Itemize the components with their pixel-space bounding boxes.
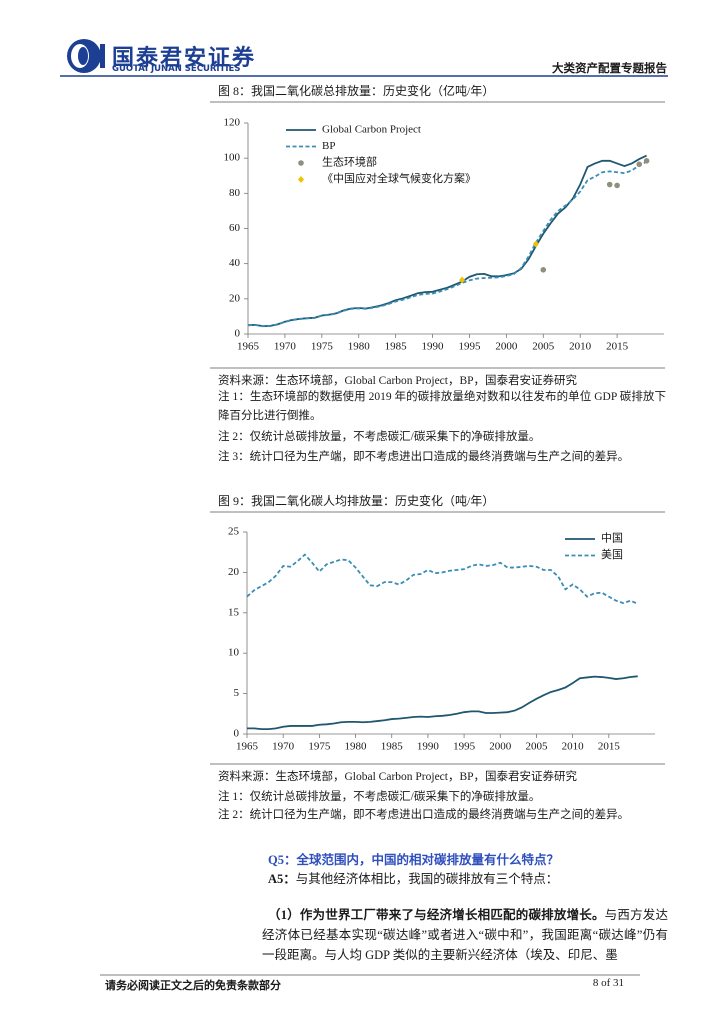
company-name-en: GUOTAI JUNAN SECURITIES: [112, 64, 241, 74]
legend-label: Global Carbon Project: [322, 124, 421, 136]
y-tick-label: 40: [229, 257, 241, 269]
x-tick-label: 1985: [385, 341, 408, 353]
answer-text: 与其他经济体相比，我国的碳排放有三个特点：: [295, 872, 559, 886]
x-tick-label: 2005: [532, 341, 555, 353]
data-point: [606, 181, 613, 188]
data-line: [246, 553, 639, 605]
data-point: [636, 161, 643, 168]
data-point: [459, 276, 466, 284]
data-point: [532, 240, 539, 248]
paragraph-lead: （1）作为世界工厂带来了与经济增长相匹配的碳排放增长。: [268, 908, 605, 922]
data-line: [247, 675, 638, 731]
figure-source: 资料来源：生态环境部，Global Carbon Project，BP，国泰君安…: [218, 771, 578, 783]
legend-swatch: [298, 176, 304, 183]
y-tick-label: 80: [229, 187, 241, 199]
figure-title: 图 9：我国二氧化碳人均排放量：历史变化（吨/年）: [218, 494, 495, 508]
x-tick-label: 1990: [422, 341, 445, 353]
paragraph-text: 与西方发达经济体已经基本实现“碳达峰”或者进入“碳中和”，我国距离“碳达峰”仍有…: [262, 908, 668, 962]
x-tick-label: 2010: [562, 741, 585, 753]
disclaimer: 请务必阅读正文之后的免责条款部分: [105, 980, 281, 992]
x-tick-label: 1995: [458, 341, 481, 353]
x-tick-label: 2005: [525, 741, 548, 753]
x-tick-label: 2000: [489, 741, 512, 753]
y-tick-label: 20: [228, 566, 240, 578]
x-tick-label: 2010: [569, 341, 592, 353]
x-tick-label: 2015: [606, 341, 629, 353]
x-tick-label: 1965: [236, 741, 259, 753]
y-tick-label: 5: [234, 687, 240, 699]
question: Q5：全球范围内，中国的相对碳排放量有什么特点？: [268, 853, 559, 867]
x-tick-label: 1970: [272, 741, 295, 753]
answer: A5：与其他经济体相比，我国的碳排放有三个特点：: [268, 868, 558, 887]
x-tick-label: 1990: [417, 741, 440, 753]
y-tick-label: 0: [234, 728, 240, 740]
figure-note: 注 2：统计口径为生产端，即不考虑进出口造成的最终消费端与生产之间的差异。: [218, 809, 630, 821]
y-tick-label: 100: [224, 152, 241, 164]
figure-source: 资料来源：生态环境部，Global Carbon Project，BP，国泰君安…: [218, 375, 578, 387]
paragraph: （1）作为世界工厂带来了与经济增长相匹配的碳排放增长。与西方发达经济体已经基本实…: [262, 905, 668, 965]
figure-note: 注 1：生态环境部的数据使用 2019 年的碳排放量绝对数和以往发布的单位 GD…: [218, 391, 666, 422]
x-tick-label: 1975: [311, 341, 334, 353]
legend-label: 中国: [601, 532, 623, 545]
y-tick-label: 0: [235, 328, 241, 340]
data-point: [614, 182, 620, 189]
x-tick-label: 1980: [348, 341, 371, 353]
legend-label: 生态环境部: [322, 155, 377, 169]
figure-title: 图 8：我国二氧化碳总排放量：历史变化（亿吨/年）: [218, 84, 495, 98]
x-tick-label: 2015: [598, 741, 621, 753]
page-number: 8 of 31: [592, 977, 624, 989]
legend-label: 美国: [601, 548, 623, 561]
legend-label: 《中国应对全球气候变化方案》: [322, 171, 476, 185]
x-tick-label: 2000: [495, 341, 518, 353]
data-line: [247, 160, 648, 328]
answer-label: A5：: [268, 872, 296, 886]
y-tick-label: 60: [229, 222, 241, 234]
company-name: 国泰君安证券: [112, 46, 257, 71]
x-tick-label: 1985: [381, 741, 404, 753]
y-tick-label: 25: [228, 526, 240, 538]
figure-note: 注 1：仅统计总碳排放量，不考虑碳汇/碳采集下的净碳排放量。: [218, 791, 541, 803]
data-point: [540, 267, 547, 273]
y-tick-label: 20: [229, 292, 241, 304]
x-tick-label: 1980: [345, 741, 368, 753]
legend-swatch: [298, 160, 304, 166]
y-tick-label: 15: [228, 606, 240, 618]
y-tick-label: 120: [224, 117, 241, 129]
figure-note: 注 3：统计口径为生产端，即不考虑进出口造成的最终消费端与生产之间的差异。: [218, 451, 630, 463]
x-tick-label: 1975: [308, 741, 331, 753]
x-tick-label: 1995: [453, 741, 476, 753]
y-tick-label: 10: [228, 647, 240, 659]
logo-emblem: [67, 39, 105, 73]
legend-label: BP: [322, 140, 335, 152]
report-type: 大类资产配置专题报告: [552, 63, 667, 75]
x-tick-label: 1965: [237, 341, 260, 353]
x-tick-label: 1970: [274, 341, 297, 353]
data-point: [643, 158, 650, 164]
figure-note: 注 2：仅统计总碳排放量，不考虑碳汇/碳采集下的净碳排放量。: [218, 431, 541, 443]
